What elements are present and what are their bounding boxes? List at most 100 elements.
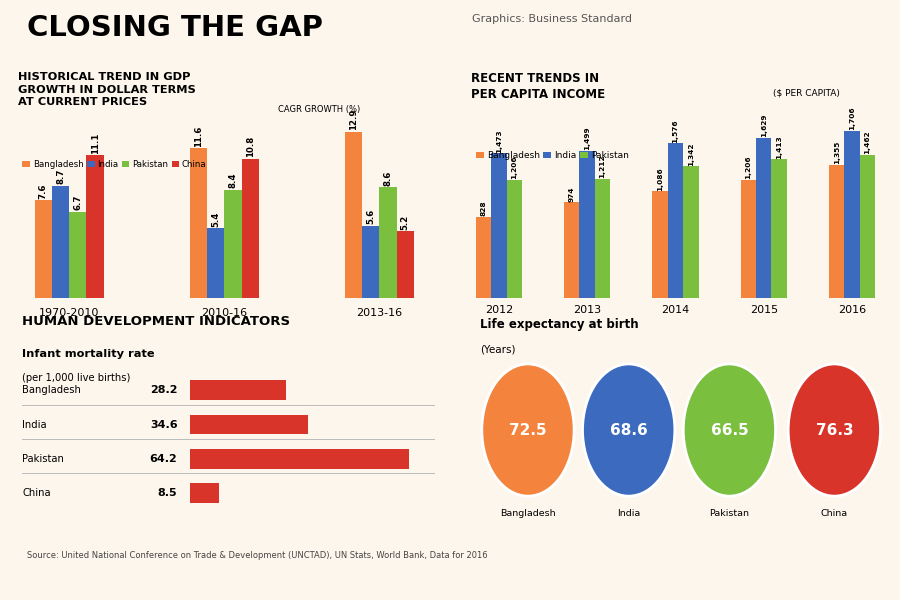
Bar: [345, 131, 362, 298]
Text: 1970-2010: 1970-2010: [39, 308, 99, 318]
Bar: [241, 159, 259, 298]
Text: Source: United National Conference on Trade & Development (UNCTAD), UN Stats, Wo: Source: United National Conference on Tr…: [27, 551, 488, 560]
Text: Bangladesh: Bangladesh: [500, 509, 556, 518]
Text: 1,206: 1,206: [511, 155, 517, 179]
Text: 68.6: 68.6: [610, 422, 648, 437]
Text: CAGR GROWTH (%): CAGR GROWTH (%): [278, 105, 361, 114]
Text: 28.2: 28.2: [150, 385, 177, 395]
Bar: [580, 151, 595, 298]
Text: 2014: 2014: [662, 305, 689, 315]
Bar: [564, 202, 580, 298]
Text: 5.6: 5.6: [366, 209, 375, 224]
Bar: [207, 229, 224, 298]
Bar: [362, 226, 380, 298]
Text: China: China: [821, 509, 848, 518]
Text: 5.4: 5.4: [212, 212, 220, 227]
Bar: [683, 166, 698, 298]
Ellipse shape: [683, 364, 776, 496]
Bar: [190, 148, 207, 298]
Text: 828: 828: [481, 200, 486, 216]
Bar: [771, 160, 787, 298]
Text: 8.6: 8.6: [383, 170, 392, 186]
Text: 5.2: 5.2: [400, 214, 410, 230]
Text: 1,413: 1,413: [776, 135, 782, 158]
Bar: [507, 179, 522, 298]
Text: 1,086: 1,086: [657, 167, 663, 191]
Text: 1,342: 1,342: [688, 142, 694, 166]
Bar: [69, 212, 86, 298]
Text: 1,473: 1,473: [496, 129, 502, 152]
Text: 8.4: 8.4: [229, 173, 238, 188]
Text: 2012: 2012: [485, 305, 513, 315]
Text: 34.6: 34.6: [150, 419, 177, 430]
Ellipse shape: [788, 364, 880, 496]
Text: 1,355: 1,355: [833, 141, 840, 164]
Bar: [829, 165, 844, 298]
Text: 2015: 2015: [750, 305, 778, 315]
Text: 11.6: 11.6: [194, 126, 203, 147]
Bar: [860, 155, 875, 298]
Text: 1,706: 1,706: [849, 106, 855, 130]
FancyBboxPatch shape: [190, 449, 410, 469]
Text: 1,462: 1,462: [865, 130, 870, 154]
Text: 66.5: 66.5: [710, 422, 748, 437]
Bar: [35, 200, 52, 298]
Text: Bangladesh: Bangladesh: [22, 385, 81, 395]
Text: 76.3: 76.3: [815, 422, 853, 437]
Bar: [86, 155, 104, 298]
Legend: Bangladesh, India, Pakistan, China: Bangladesh, India, Pakistan, China: [22, 160, 206, 169]
Text: 11.1: 11.1: [91, 132, 100, 154]
Text: CLOSING THE GAP: CLOSING THE GAP: [27, 14, 323, 43]
Bar: [844, 131, 860, 298]
Bar: [224, 190, 241, 298]
Text: 10.8: 10.8: [246, 136, 255, 157]
Text: 1,499: 1,499: [584, 127, 590, 150]
Ellipse shape: [482, 364, 574, 496]
Text: 1,206: 1,206: [745, 155, 751, 179]
Text: (Years): (Years): [480, 344, 515, 354]
Text: (per 1,000 live births): (per 1,000 live births): [22, 373, 130, 383]
Bar: [652, 191, 668, 298]
Text: 2013: 2013: [573, 305, 601, 315]
Text: 1,576: 1,576: [672, 119, 679, 143]
Text: 8.7: 8.7: [56, 169, 65, 184]
Bar: [668, 143, 683, 298]
Bar: [491, 154, 507, 298]
Text: China: China: [22, 488, 50, 498]
Text: 8.5: 8.5: [158, 488, 177, 498]
Text: 2010-16: 2010-16: [202, 308, 248, 318]
Ellipse shape: [582, 364, 675, 496]
FancyBboxPatch shape: [190, 483, 219, 503]
Text: Infant mortality rate: Infant mortality rate: [22, 349, 155, 359]
Text: 6.7: 6.7: [73, 195, 82, 210]
Text: Life expectancy at birth: Life expectancy at birth: [480, 317, 638, 331]
Text: India: India: [617, 509, 640, 518]
Text: 64.2: 64.2: [149, 454, 177, 464]
Text: 12.9: 12.9: [349, 109, 358, 130]
Text: HISTORICAL TREND IN GDP
GROWTH IN DOLLAR TERMS
AT CURRENT PRICES: HISTORICAL TREND IN GDP GROWTH IN DOLLAR…: [18, 73, 196, 107]
Text: HUMAN DEVELOPMENT INDICATORS: HUMAN DEVELOPMENT INDICATORS: [22, 316, 291, 328]
FancyBboxPatch shape: [190, 380, 286, 400]
Text: Pakistan: Pakistan: [709, 509, 750, 518]
Text: 974: 974: [569, 186, 575, 202]
Text: 2016: 2016: [838, 305, 866, 315]
Bar: [756, 138, 771, 298]
Bar: [741, 179, 756, 298]
Text: ($ PER CAPITA): ($ PER CAPITA): [773, 88, 841, 97]
Bar: [52, 186, 69, 298]
Bar: [595, 179, 610, 298]
Text: India: India: [22, 419, 47, 430]
Text: 72.5: 72.5: [509, 422, 547, 437]
Text: 2013-16: 2013-16: [356, 308, 402, 318]
Text: 7.6: 7.6: [39, 183, 48, 199]
FancyBboxPatch shape: [190, 415, 309, 434]
Bar: [380, 187, 397, 298]
Text: 1,212: 1,212: [599, 155, 606, 178]
Legend: Bangladesh, India, Pakistan: Bangladesh, India, Pakistan: [476, 151, 628, 160]
Text: Pakistan: Pakistan: [22, 454, 64, 464]
Text: RECENT TRENDS IN
PER CAPITA INCOME: RECENT TRENDS IN PER CAPITA INCOME: [472, 73, 606, 101]
Bar: [476, 217, 491, 298]
Text: 1,629: 1,629: [760, 114, 767, 137]
Bar: [397, 231, 414, 298]
Text: Graphics: Business Standard: Graphics: Business Standard: [472, 14, 632, 25]
